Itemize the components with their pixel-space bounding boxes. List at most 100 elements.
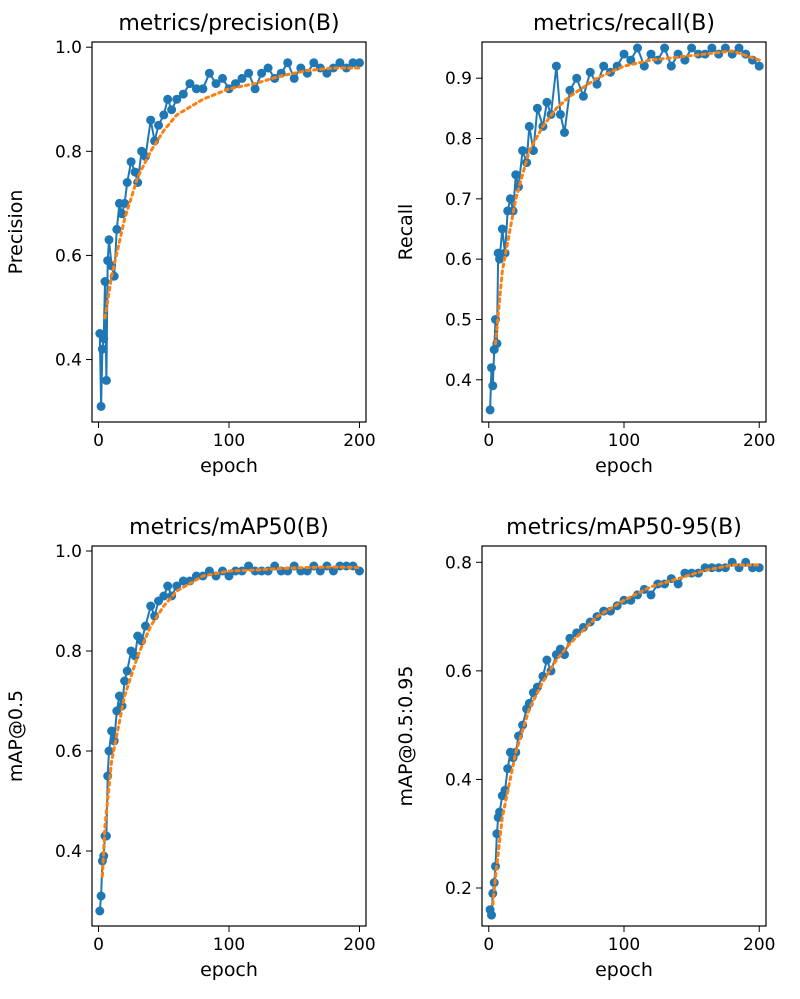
data-point: [555, 109, 565, 119]
data-point: [218, 73, 227, 83]
data-point: [122, 178, 132, 187]
data-point: [130, 167, 140, 177]
data-point: [497, 224, 507, 234]
data-point: [96, 401, 106, 411]
y-tick-label: 0.6: [55, 246, 82, 266]
data-point: [328, 566, 338, 576]
data-point: [198, 84, 208, 94]
data-point: [720, 43, 730, 53]
y-tick-label: 0.8: [55, 142, 82, 162]
data-point: [488, 381, 498, 391]
data-point: [542, 655, 552, 665]
x-tick-label: 200: [343, 431, 375, 451]
data-point: [178, 89, 188, 99]
data-point: [646, 590, 656, 600]
data-point: [666, 61, 676, 71]
data-point: [100, 277, 110, 286]
data-point: [495, 254, 505, 264]
data-point: [532, 103, 542, 113]
data-point: [619, 49, 629, 59]
data-point: [511, 170, 521, 180]
data-point: [505, 194, 515, 204]
smooth-line: [491, 563, 761, 906]
data-point: [120, 198, 130, 208]
data-point: [633, 43, 642, 53]
data-point: [120, 676, 130, 686]
data-point: [524, 121, 534, 131]
data-point: [191, 84, 201, 94]
y-tick-label: 0.9: [445, 69, 472, 89]
series-line: [98, 564, 361, 912]
y-tick-label: 0.4: [445, 770, 472, 790]
data-point: [487, 910, 496, 920]
data-point: [485, 405, 495, 415]
y-tick-label: 1.0: [55, 38, 82, 58]
data-point: [572, 73, 582, 83]
data-point: [244, 68, 254, 78]
data-point: [687, 43, 697, 53]
axes-frame: [481, 545, 767, 927]
data-point: [257, 68, 267, 78]
data-point: [322, 68, 332, 78]
y-tick-label: 0.5: [445, 310, 472, 330]
data-point: [551, 61, 561, 71]
data-point: [185, 79, 195, 89]
data-point: [224, 571, 234, 581]
x-axis-label: epoch: [200, 455, 258, 477]
x-tick-label: 0: [483, 431, 494, 451]
data-point: [560, 128, 569, 137]
series-line: [98, 60, 360, 407]
data-point: [114, 691, 124, 701]
data-point: [99, 334, 109, 344]
data-point: [159, 591, 169, 601]
x-tick-label: 0: [93, 431, 104, 451]
y-axis-label: Precision: [5, 190, 27, 275]
chart-1: metrics/recall(B) 0 100 200 0.4 0.5 0.6 0.7 0.8 0…: [395, 11, 775, 477]
x-tick-label: 100: [608, 431, 640, 451]
data-point: [112, 224, 122, 234]
x-axis-label: epoch: [595, 959, 653, 981]
data-point: [163, 94, 173, 104]
data-point: [107, 726, 117, 736]
data-point: [289, 73, 299, 83]
data-point: [101, 375, 111, 385]
x-axis-label: epoch: [595, 455, 653, 477]
y-tick-label: 0.4: [445, 371, 472, 391]
x-tick-label: 100: [608, 935, 640, 955]
data-point: [754, 61, 764, 71]
data-point: [673, 579, 683, 589]
x-axis-label: epoch: [200, 959, 258, 981]
data-point: [335, 58, 345, 68]
y-tick-label: 0.8: [445, 130, 472, 150]
data-point: [355, 58, 364, 68]
x-tick-label: 200: [743, 431, 775, 451]
chart-3: metrics/mAP50-95(B) 0 100 200 0.2 0.4 0.6 0.8 ep…: [395, 515, 775, 981]
chart-title: metrics/mAP50(B): [129, 515, 329, 540]
chart-title: metrics/mAP50-95(B): [506, 515, 742, 540]
data-point: [626, 55, 636, 65]
x-tick-label: 200: [343, 935, 375, 955]
data-point: [159, 110, 169, 120]
data-point: [734, 43, 744, 53]
data-point: [117, 209, 127, 219]
data-point: [122, 666, 132, 676]
data-point: [178, 576, 188, 586]
y-tick-label: 0.8: [445, 553, 472, 573]
data-point: [172, 94, 182, 104]
series-line: [489, 45, 760, 410]
data-point: [95, 906, 105, 916]
data-point: [96, 891, 106, 901]
x-tick-label: 200: [743, 935, 775, 955]
data-point: [263, 63, 273, 73]
data-point: [646, 49, 656, 59]
data-point: [503, 764, 513, 774]
y-tick-label: 0.4: [55, 842, 82, 862]
data-point: [97, 344, 107, 354]
y-axis-label: mAP@0.5: [5, 690, 27, 782]
data-point: [592, 79, 602, 89]
data-point: [309, 58, 319, 68]
data-point: [492, 829, 502, 839]
data-point: [599, 61, 609, 71]
data-point: [707, 43, 717, 53]
data-point: [204, 68, 214, 78]
